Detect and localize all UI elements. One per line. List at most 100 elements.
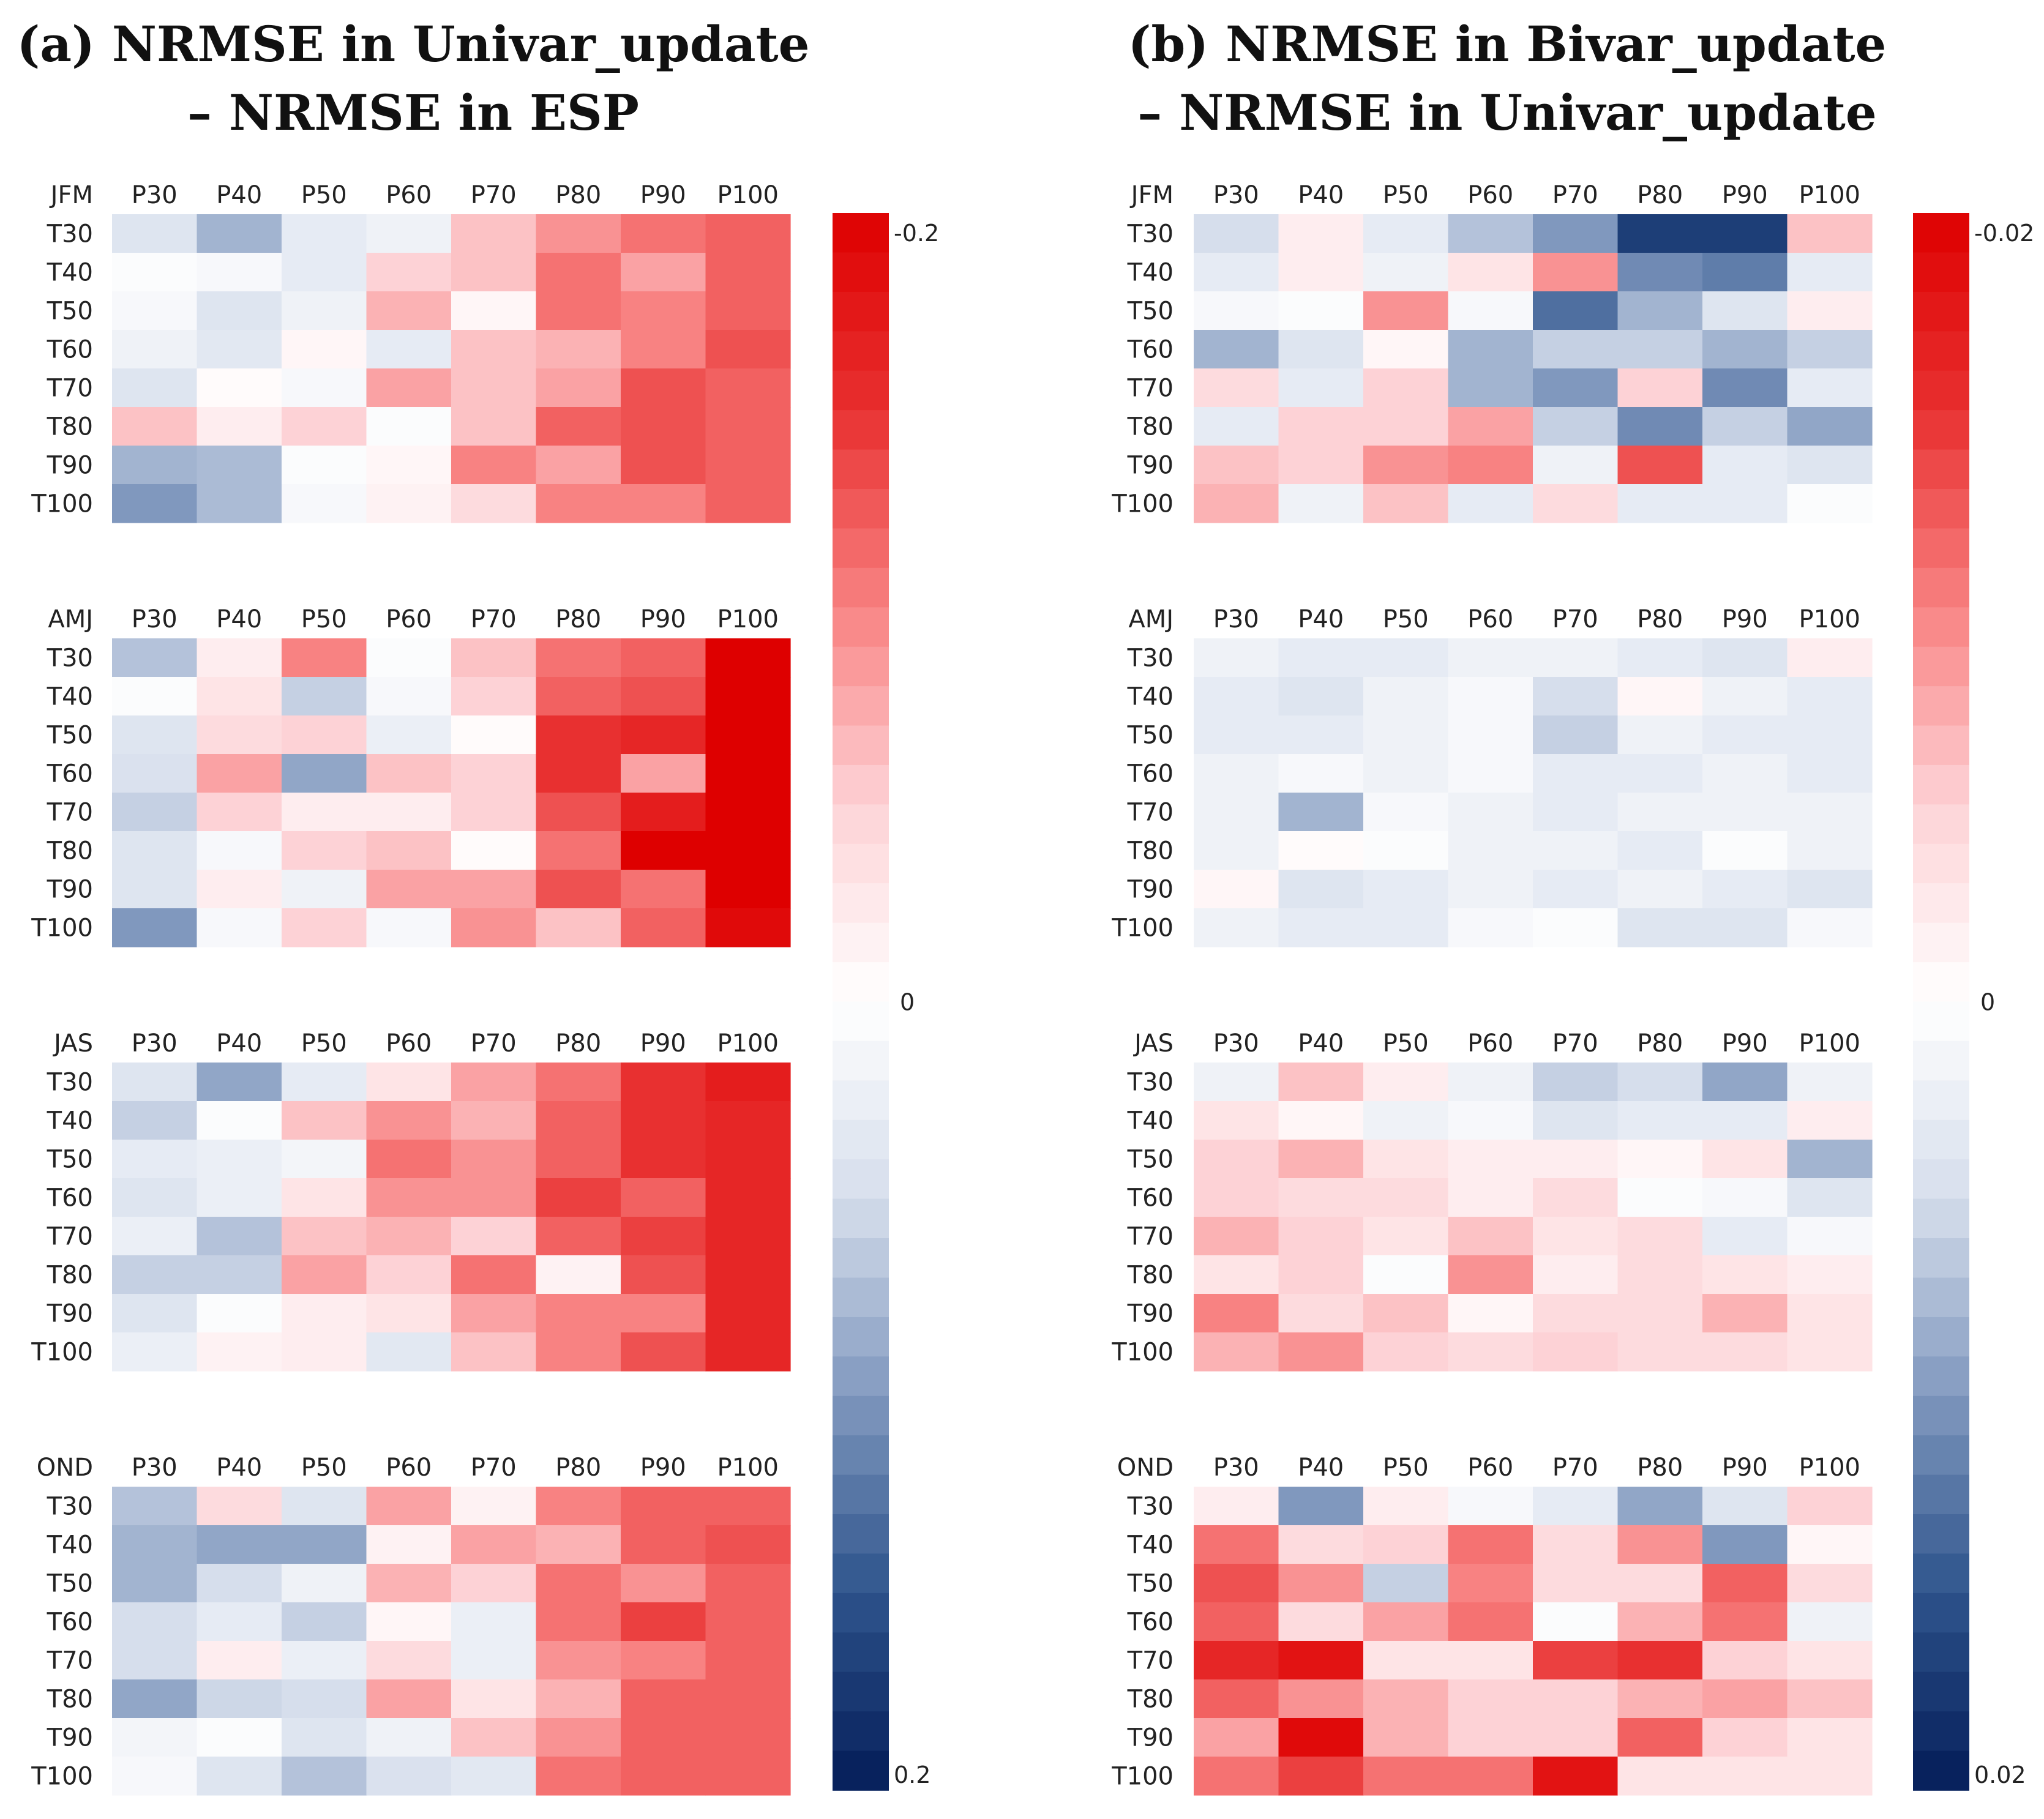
heatmap-cell xyxy=(451,870,537,909)
heatmap-cell xyxy=(1194,1101,1279,1140)
heatmap-cell xyxy=(112,368,198,408)
heatmap-cell xyxy=(1787,1101,1873,1140)
heatmap-cell xyxy=(1448,1718,1533,1757)
heatmap-cell xyxy=(1448,1757,1533,1796)
heatmap-cell xyxy=(112,407,198,446)
column-label: P60 xyxy=(1467,1454,1513,1482)
row-label: T100 xyxy=(1111,1339,1174,1367)
heatmap-cell xyxy=(1194,1217,1279,1256)
heatmap-cell xyxy=(536,330,621,369)
heatmap-cell xyxy=(1533,1294,1619,1333)
heatmap-cell xyxy=(1617,831,1703,870)
heatmap-cell xyxy=(1702,1140,1788,1179)
heatmap-cell xyxy=(282,754,367,793)
row-label: T30 xyxy=(47,644,93,673)
heatmap-cell xyxy=(1787,484,1873,523)
heatmap-cell xyxy=(621,1294,706,1333)
heatmap-cell xyxy=(366,1101,452,1140)
heatmap-cell xyxy=(366,1564,452,1603)
heatmap-cell xyxy=(282,1255,367,1294)
heatmap-cell xyxy=(536,1332,621,1372)
row-label: T40 xyxy=(1127,683,1174,711)
heatmap-cell xyxy=(1448,638,1533,678)
heatmap-cell xyxy=(536,1063,621,1102)
heatmap-cell xyxy=(1194,908,1279,947)
heatmap-cell xyxy=(1448,1641,1533,1680)
row-label: T70 xyxy=(47,1647,93,1675)
heatmap-cell xyxy=(1787,368,1873,408)
heatmap-cell xyxy=(1363,1487,1449,1526)
heatmap-cell xyxy=(282,1602,367,1642)
column-label: P40 xyxy=(216,1454,262,1482)
heatmap-cell xyxy=(1278,754,1364,793)
row-label: T30 xyxy=(1127,1493,1174,1521)
heatmap-cell xyxy=(1702,870,1788,909)
colorbar-band xyxy=(833,1159,889,1200)
heatmap-cell xyxy=(366,1679,452,1719)
column-label: P100 xyxy=(1799,1454,1860,1482)
heatmap-cell xyxy=(366,908,452,947)
heatmap-cell xyxy=(1702,1757,1788,1796)
row-label: T50 xyxy=(47,722,93,750)
heatmap-cell xyxy=(1787,1332,1873,1372)
heatmap-cell xyxy=(197,1063,282,1102)
heatmap-cell xyxy=(282,908,367,947)
heatmap-cell xyxy=(1533,1757,1619,1796)
heatmap-cell xyxy=(112,1564,198,1603)
heatmap-cell xyxy=(621,1101,706,1140)
heatmap-cell xyxy=(366,1525,452,1564)
heatmap-cell xyxy=(705,793,791,832)
heatmap-cell xyxy=(366,1641,452,1680)
heatmap-cell xyxy=(197,1602,282,1642)
column-label: P60 xyxy=(1467,1029,1513,1058)
heatmap-cell xyxy=(197,638,282,678)
colorbar-band xyxy=(1913,725,1969,766)
colorbar-band xyxy=(833,686,889,726)
heatmap-cell xyxy=(197,1140,282,1179)
heatmap-cell xyxy=(1617,1140,1703,1179)
colorbar-band xyxy=(1913,804,1969,845)
heatmap-cell xyxy=(451,715,537,755)
heatmap-cell xyxy=(1194,1679,1279,1719)
heatmap-cell xyxy=(197,330,282,369)
column-label: P30 xyxy=(132,181,178,209)
heatmap-cell xyxy=(197,446,282,485)
heatmap-cell xyxy=(1194,1294,1279,1333)
heatmap-cell xyxy=(112,1255,198,1294)
left-title-line2: – NRMSE in ESP xyxy=(187,84,639,141)
heatmap-cell xyxy=(197,1564,282,1603)
heatmap-cell xyxy=(536,1679,621,1719)
heatmap-cell xyxy=(366,330,452,369)
row-label: T70 xyxy=(1127,375,1174,403)
heatmap-cell xyxy=(1533,1101,1619,1140)
heatmap-cell xyxy=(1363,1217,1449,1256)
heatmap-cell xyxy=(1702,330,1788,369)
heatmap-cell xyxy=(536,677,621,716)
column-label: P70 xyxy=(471,181,517,209)
heatmap-cell xyxy=(1448,291,1533,331)
heatmap-cell xyxy=(1787,1679,1873,1719)
heatmap-cell xyxy=(451,1332,537,1372)
right-title-line1: (b) NRMSE in Bivar_update xyxy=(1128,15,1887,73)
heatmap-cell xyxy=(366,1718,452,1757)
colorbar-band xyxy=(833,1040,889,1081)
heatmap-cell xyxy=(1194,253,1279,292)
column-label: P40 xyxy=(1298,1454,1344,1482)
heatmap-cell xyxy=(705,1255,791,1294)
heatmap-cell xyxy=(1702,1178,1788,1217)
heatmap-cell xyxy=(366,1255,452,1294)
heatmap-cell xyxy=(1617,214,1703,253)
colorbar-band xyxy=(833,922,889,963)
heatmap-cell xyxy=(282,1217,367,1256)
heatmap-cell xyxy=(1702,407,1788,446)
heatmap-cell xyxy=(621,831,706,870)
heatmap-cell xyxy=(1702,1525,1788,1564)
heatmap-cell xyxy=(1617,908,1703,947)
row-label: T60 xyxy=(47,336,93,364)
heatmap-cell xyxy=(1787,214,1873,253)
colorbar-band xyxy=(1913,1395,1969,1436)
colorbar-band xyxy=(833,489,889,529)
heatmap-cell xyxy=(451,214,537,253)
colorbar-band xyxy=(833,1395,889,1436)
heatmap-cell xyxy=(1702,1718,1788,1757)
